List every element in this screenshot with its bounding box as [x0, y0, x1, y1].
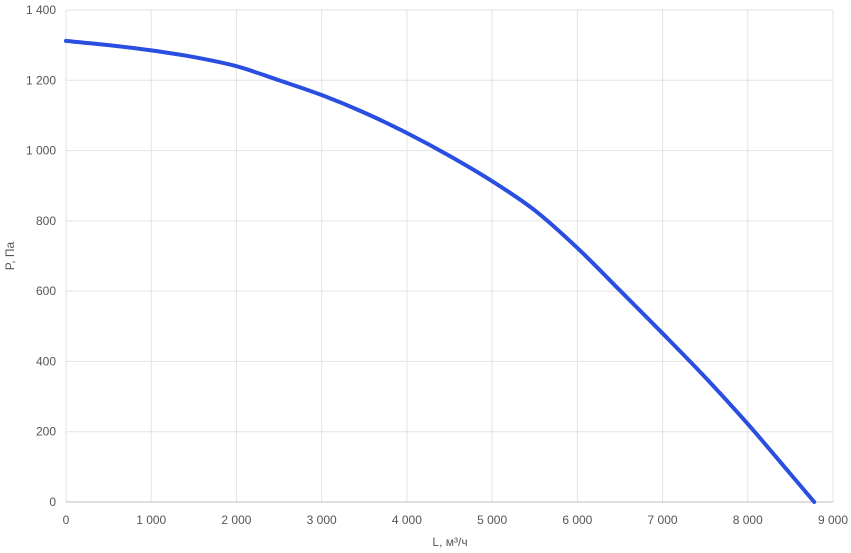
- grid: [65, 9, 834, 502]
- x-axis-label: L, м³/ч: [432, 535, 467, 549]
- y-tick-label: 1 400: [26, 3, 56, 17]
- x-axis-ticks: 0 1 000 2 000 3 000 4 000 5 000 6 000 7 000 8 00…: [63, 513, 849, 527]
- y-tick-label: 1 000: [26, 144, 56, 158]
- series-group: [64, 38, 817, 504]
- x-tick-label: 4 000: [392, 513, 422, 527]
- y-tick-label: 0: [49, 495, 56, 509]
- y-axis-label: P, Па: [3, 241, 17, 270]
- x-tick-label: 9 000: [818, 513, 848, 527]
- y-tick-label: 400: [36, 354, 56, 368]
- x-tick-label: 6 000: [562, 513, 592, 527]
- y-tick-label: 1 200: [26, 73, 56, 87]
- x-tick-label: 3 000: [307, 513, 337, 527]
- series-line: [64, 38, 817, 504]
- y-tick-label: 800: [36, 214, 56, 228]
- x-tick-label: 7 000: [648, 513, 678, 527]
- x-tick-label: 1 000: [136, 513, 166, 527]
- y-tick-label: 200: [36, 425, 56, 439]
- x-tick-label: 2 000: [221, 513, 251, 527]
- x-tick-label: 5 000: [477, 513, 507, 527]
- x-tick-label: 8 000: [733, 513, 763, 527]
- x-tick-label: 0: [63, 513, 70, 527]
- y-tick-label: 600: [36, 284, 56, 298]
- y-axis-ticks: 0 200 400 600 800 1 000 1 200 1 400: [26, 3, 56, 509]
